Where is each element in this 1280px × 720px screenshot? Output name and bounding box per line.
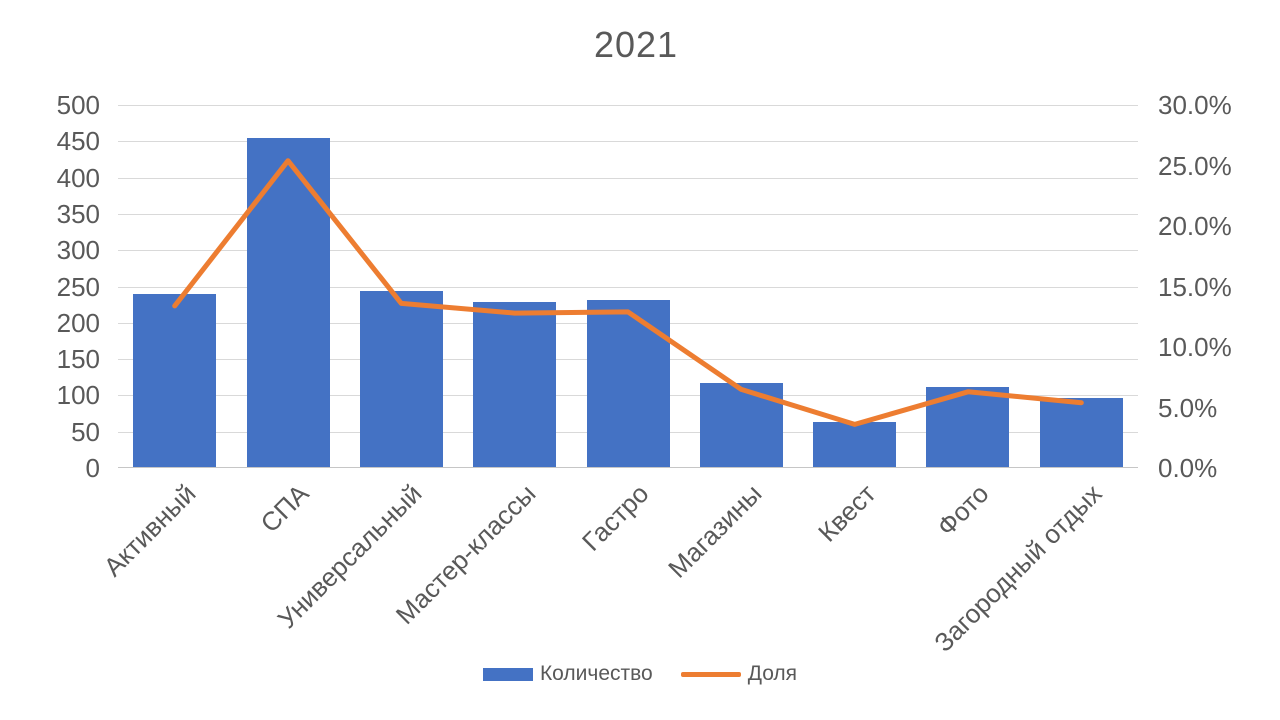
right-axis-tick: 5.0% — [1158, 393, 1218, 423]
legend: Количество Доля — [0, 662, 1280, 686]
chart-title: 2021 — [593, 24, 679, 65]
left-axis-tick: 250 — [56, 272, 100, 302]
line-series-layer — [172, 158, 1084, 427]
legend-item-quantity: Количество — [482, 662, 653, 686]
right-axis-tick: 15.0% — [1158, 272, 1232, 302]
left-axis-tick: 50 — [71, 417, 100, 447]
right-axis-tick: 25.0% — [1158, 151, 1232, 181]
bar-Гастро — [587, 300, 670, 468]
left-axis-tick: 100 — [56, 380, 100, 410]
bar-Мастер-классы — [473, 302, 556, 468]
legend-item-share: Доля — [680, 662, 798, 686]
x-axis-line — [118, 467, 1138, 468]
left-axis-tick: 450 — [56, 126, 100, 156]
gridline — [118, 105, 1138, 106]
left-axis-tick: 300 — [56, 235, 100, 265]
left-axis-tick: 0 — [85, 453, 100, 483]
gridline — [118, 213, 1138, 215]
line-series-dolya — [172, 158, 1084, 427]
gridline — [118, 250, 1138, 252]
right-axis-tick: 20.0% — [1158, 211, 1232, 241]
bar-Универсальный — [360, 291, 443, 468]
legend-line-label: Доля — [747, 662, 798, 685]
gridline — [118, 177, 1138, 179]
left-axis-tick: 500 — [56, 90, 100, 120]
gridline — [118, 141, 1138, 143]
left-axis-tick: 350 — [56, 199, 100, 229]
right-axis-tick: 30.0% — [1158, 90, 1232, 120]
plot-area — [118, 105, 1138, 468]
right-axis-tick: 10.0% — [1158, 332, 1232, 362]
legend-bar-swatch — [482, 667, 533, 681]
legend-bar-label: Количество — [539, 662, 653, 685]
left-axis-tick: 200 — [56, 308, 100, 338]
gridline — [118, 286, 1138, 288]
bar-Квест — [813, 422, 896, 468]
left-axis-tick: 400 — [56, 163, 100, 193]
bar-Активный — [133, 294, 216, 468]
left-axis-tick: 150 — [56, 344, 100, 374]
bar-Загородный отдых — [1040, 398, 1123, 468]
legend-line-swatch — [680, 671, 741, 677]
right-axis-tick: 0.0% — [1158, 453, 1218, 483]
